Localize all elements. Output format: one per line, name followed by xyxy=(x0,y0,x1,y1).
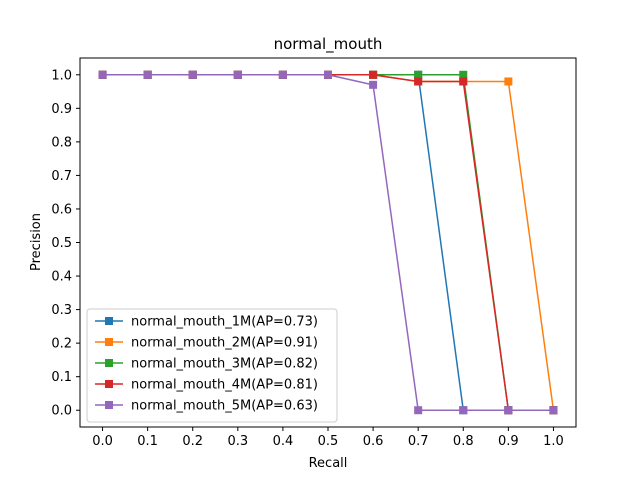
data-point xyxy=(98,70,107,79)
data-point xyxy=(188,70,197,79)
legend-label: normal_mouth_3M(AP=0.82) xyxy=(131,357,318,372)
y-tick-label: 0.0 xyxy=(51,404,72,419)
chart-title: normal_mouth xyxy=(274,35,383,54)
data-point xyxy=(459,70,468,79)
legend-entry: normal_mouth_5M(AP=0.63) xyxy=(95,399,318,414)
x-tick-label: 0.7 xyxy=(408,434,429,449)
legend-label: normal_mouth_4M(AP=0.81) xyxy=(131,378,318,393)
legend-marker xyxy=(105,359,113,367)
data-point xyxy=(278,70,287,79)
legend-entry: normal_mouth_3M(AP=0.82) xyxy=(95,357,318,372)
legend-marker xyxy=(105,380,113,388)
data-point xyxy=(369,80,378,89)
legend: normal_mouth_1M(AP=0.73) normal_mouth_2M(… xyxy=(86,308,338,423)
data-point xyxy=(233,70,242,79)
y-axis-label: Precision xyxy=(29,213,44,271)
legend-entry: normal_mouth_4M(AP=0.81) xyxy=(95,378,318,393)
data-point xyxy=(414,70,423,79)
data-point xyxy=(459,77,468,86)
data-point xyxy=(369,70,378,79)
x-axis-label: Recall xyxy=(309,456,348,471)
data-point xyxy=(504,406,513,415)
y-tick-label: 0.8 xyxy=(51,135,72,150)
y-tick-label: 0.2 xyxy=(51,337,72,352)
x-tick-label: 0.6 xyxy=(363,434,384,449)
x-tick-label: 1.0 xyxy=(543,434,564,449)
data-point xyxy=(504,77,513,86)
legend-marker xyxy=(105,401,113,409)
series-5 xyxy=(98,70,558,415)
x-tick-label: 0.4 xyxy=(273,434,294,449)
x-axis-ticks: 0.0 0.1 0.2 0.3 0.4 0.5 0.6 0.7 0.8 0.9 1.0 xyxy=(92,427,564,449)
y-tick-label: 0.1 xyxy=(51,370,72,385)
legend-label: normal_mouth_5M(AP=0.63) xyxy=(131,399,318,414)
y-tick-label: 0.5 xyxy=(51,236,72,251)
y-tick-label: 0.6 xyxy=(51,202,72,217)
x-tick-label: 0.3 xyxy=(227,434,248,449)
data-point xyxy=(324,70,332,79)
data-point xyxy=(459,406,468,415)
y-tick-label: 1.0 xyxy=(51,68,72,83)
plot-area xyxy=(98,70,558,415)
legend-entry: normal_mouth_1M(AP=0.73) xyxy=(95,315,318,330)
data-point xyxy=(414,77,423,86)
x-tick-label: 0.2 xyxy=(182,434,203,449)
x-tick-label: 0.0 xyxy=(92,434,113,449)
data-point xyxy=(549,406,558,415)
legend-entry: normal_mouth_2M(AP=0.91) xyxy=(95,336,318,351)
legend-box xyxy=(86,308,338,423)
x-tick-label: 0.5 xyxy=(318,434,339,449)
legend-label: normal_mouth_2M(AP=0.91) xyxy=(131,336,318,351)
x-tick-label: 0.8 xyxy=(453,434,474,449)
y-axis-ticks: 0.0 0.1 0.2 0.3 0.4 0.5 0.6 0.7 0.8 0.9 1.0 xyxy=(51,68,80,419)
data-point xyxy=(414,406,423,415)
y-tick-label: 0.4 xyxy=(51,270,72,285)
legend-label: normal_mouth_1M(AP=0.73) xyxy=(131,315,318,330)
legend-marker xyxy=(105,317,113,325)
y-tick-label: 0.3 xyxy=(51,303,72,318)
y-tick-label: 0.7 xyxy=(51,169,72,184)
legend-marker xyxy=(105,338,113,346)
data-point xyxy=(143,70,152,79)
x-tick-label: 0.9 xyxy=(498,434,519,449)
x-tick-label: 0.1 xyxy=(137,434,158,449)
y-tick-label: 0.9 xyxy=(51,102,72,117)
